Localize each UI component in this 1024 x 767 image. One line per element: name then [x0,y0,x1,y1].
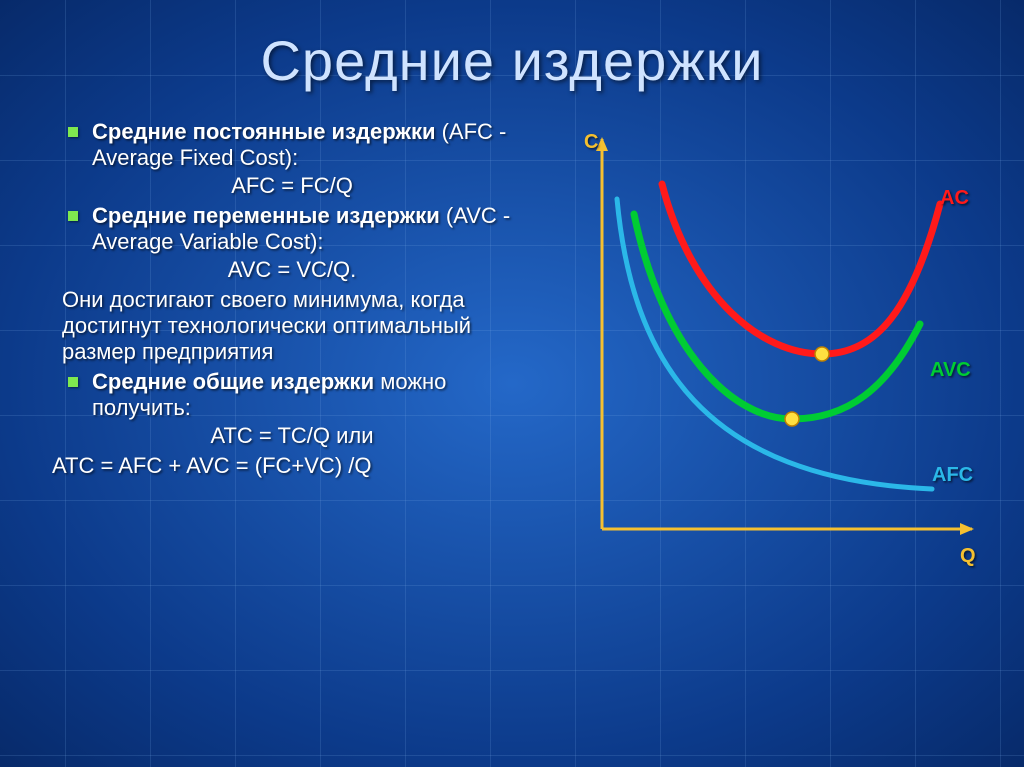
bullet-avc: Средние переменные издержки (AVC -Averag… [62,203,522,255]
paragraph-min: Они достигают своего минимума, когда дос… [62,287,522,365]
bullet-afc: Средние постоянные издержки (AFC - Avera… [62,119,522,171]
square-bullet-icon [68,127,78,137]
atc-formula-2: ATC = AFC + AVC = (FC+VC) /Q [52,453,522,479]
afc-formula: AFC = FC/Q [62,173,522,199]
atc-formula-1: ATC = TC/Q или [62,423,522,449]
cost-curves-chart: C Q AC AVC AFC [542,129,982,559]
ac-curve-label: AC [940,187,969,210]
bullet-atc: Средние общие издержки можно получить: [62,369,522,421]
x-axis-label: Q [960,545,976,568]
afc-head: Средние постоянные издержки [92,119,435,144]
avc-curve-label: AVC [930,359,971,382]
square-bullet-icon [68,377,78,387]
y-axis-label: C [584,131,598,154]
chart-svg [542,129,982,559]
text-column: Средние постоянные издержки (AFC - Avera… [42,119,522,479]
avc-formula: AVC = VC/Q. [62,257,522,283]
avc-head: Средние переменные издержки [92,203,440,228]
afc-curve-label: AFC [932,464,973,487]
atc-head: Средние общие издержки [92,369,374,394]
square-bullet-icon [68,211,78,221]
page-title: Средние издержки [42,28,982,93]
